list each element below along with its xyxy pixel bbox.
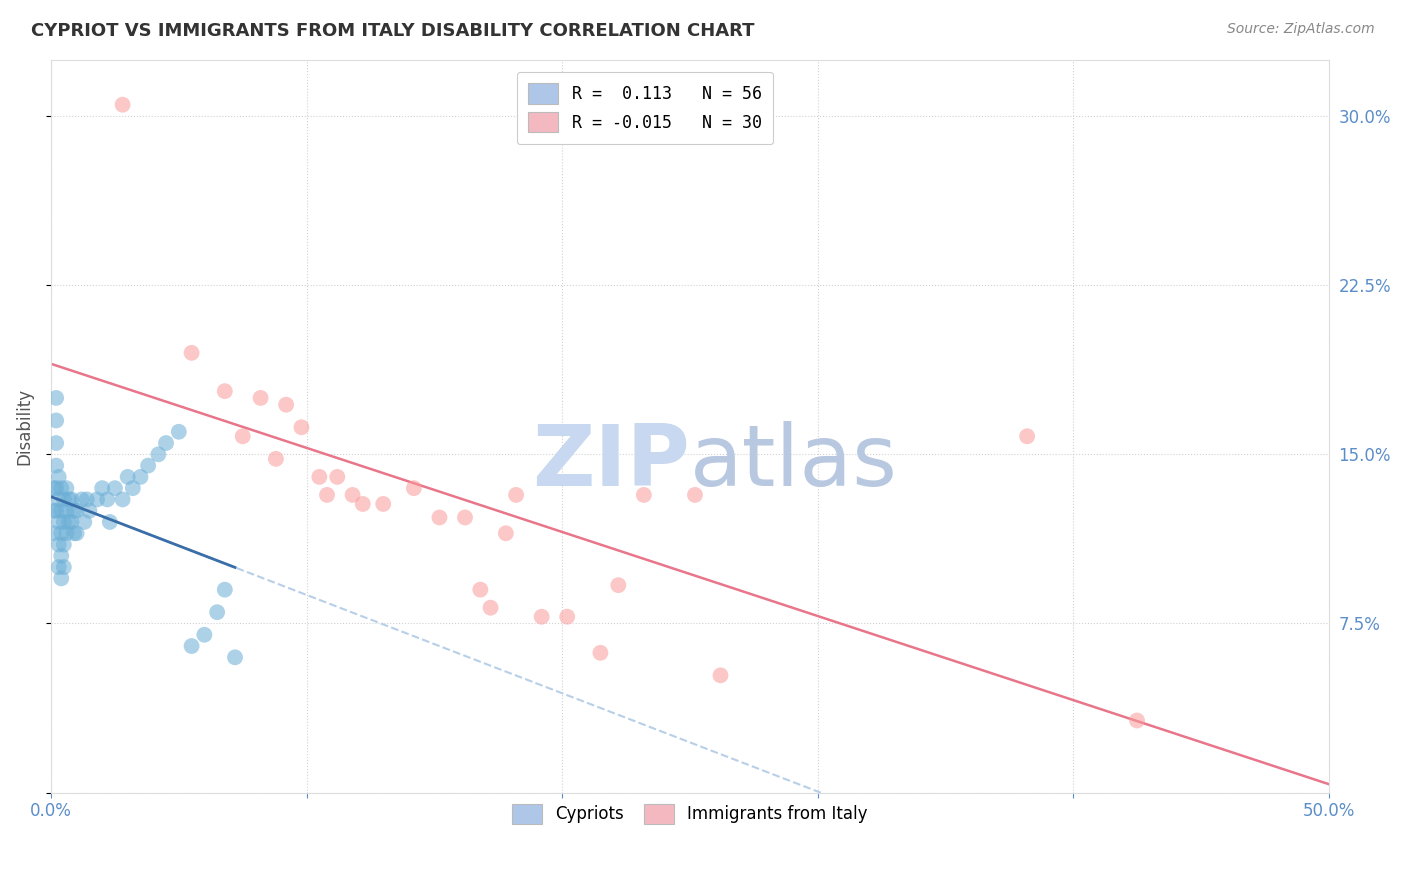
Point	[121, 481, 143, 495]
Point	[52, 492, 75, 507]
Point	[633, 488, 655, 502]
Point	[224, 650, 246, 665]
Point	[555, 609, 578, 624]
Point	[214, 384, 236, 399]
Point	[276, 398, 298, 412]
Point	[1126, 714, 1149, 728]
Point	[180, 639, 202, 653]
Point	[98, 515, 121, 529]
Point	[530, 609, 553, 624]
Point	[479, 600, 502, 615]
Point	[495, 526, 517, 541]
Point	[342, 488, 364, 502]
Point	[214, 582, 236, 597]
Point	[45, 504, 67, 518]
Text: ZIP: ZIP	[531, 421, 690, 504]
Point	[709, 668, 731, 682]
Point	[79, 504, 101, 518]
Point	[326, 470, 349, 484]
Point	[42, 526, 65, 541]
Point	[429, 510, 451, 524]
Point	[589, 646, 612, 660]
Point	[1017, 429, 1039, 443]
Point	[205, 605, 228, 619]
Point	[65, 526, 87, 541]
Point	[148, 447, 170, 461]
Text: Source: ZipAtlas.com: Source: ZipAtlas.com	[1227, 22, 1375, 37]
Point	[65, 504, 87, 518]
Point	[45, 391, 67, 405]
Point	[352, 497, 374, 511]
Point	[136, 458, 159, 473]
Point	[104, 481, 127, 495]
Point	[117, 470, 139, 484]
Point	[63, 504, 86, 518]
Point	[76, 492, 98, 507]
Point	[48, 560, 70, 574]
Point	[308, 470, 330, 484]
Point	[45, 413, 67, 427]
Point	[45, 481, 67, 495]
Point	[58, 492, 80, 507]
Point	[96, 492, 118, 507]
Point	[51, 526, 73, 541]
Point	[60, 492, 83, 507]
Point	[91, 481, 114, 495]
Point	[249, 391, 271, 405]
Point	[55, 526, 77, 541]
Point	[52, 537, 75, 551]
Point	[111, 492, 134, 507]
Point	[180, 346, 202, 360]
Point	[316, 488, 339, 502]
Point	[55, 504, 77, 518]
Point	[51, 481, 73, 495]
Point	[73, 515, 96, 529]
Point	[63, 526, 86, 541]
Point	[111, 97, 134, 112]
Point	[42, 504, 65, 518]
Point	[48, 537, 70, 551]
Point	[607, 578, 630, 592]
Point	[58, 515, 80, 529]
Point	[52, 515, 75, 529]
Point	[470, 582, 492, 597]
Point	[42, 481, 65, 495]
Point	[51, 549, 73, 563]
Point	[48, 492, 70, 507]
Point	[402, 481, 425, 495]
Point	[232, 429, 254, 443]
Point	[51, 571, 73, 585]
Point	[373, 497, 395, 511]
Point	[52, 560, 75, 574]
Point	[193, 628, 215, 642]
Point	[48, 470, 70, 484]
Point	[45, 458, 67, 473]
Point	[70, 492, 93, 507]
Point	[48, 515, 70, 529]
Point	[55, 481, 77, 495]
Point	[454, 510, 477, 524]
Point	[129, 470, 152, 484]
Point	[155, 436, 177, 450]
Point	[86, 492, 108, 507]
Y-axis label: Disability: Disability	[15, 387, 32, 465]
Legend: Cypriots, Immigrants from Italy: Cypriots, Immigrants from Italy	[501, 792, 880, 836]
Point	[167, 425, 190, 439]
Point	[290, 420, 312, 434]
Point	[51, 504, 73, 518]
Point	[683, 488, 706, 502]
Point	[264, 451, 287, 466]
Point	[60, 515, 83, 529]
Point	[45, 436, 67, 450]
Text: CYPRIOT VS IMMIGRANTS FROM ITALY DISABILITY CORRELATION CHART: CYPRIOT VS IMMIGRANTS FROM ITALY DISABIL…	[31, 22, 755, 40]
Point	[505, 488, 527, 502]
Text: atlas: atlas	[690, 421, 898, 504]
